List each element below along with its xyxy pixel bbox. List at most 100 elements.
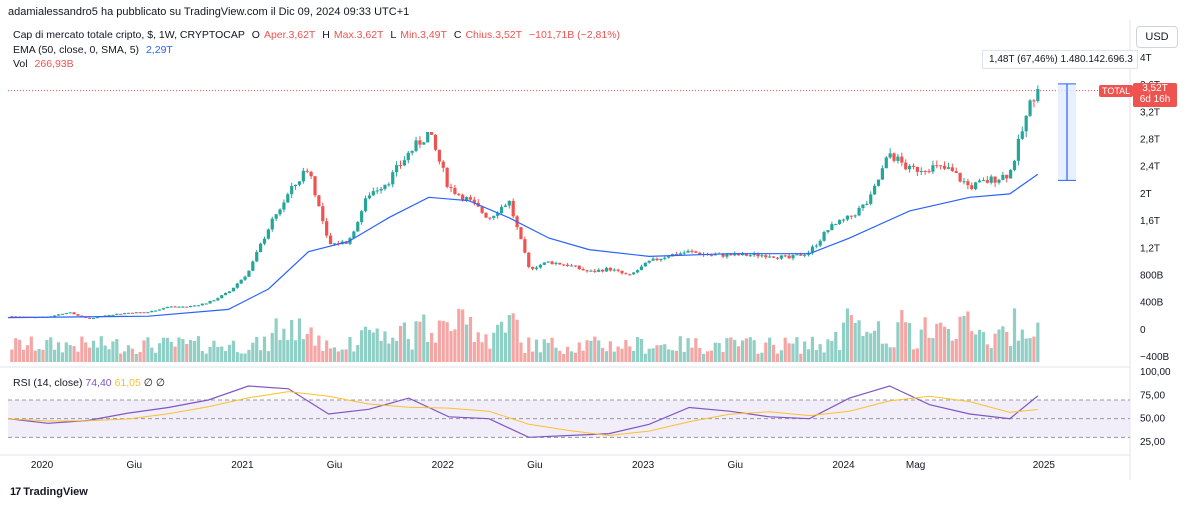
candle-body — [853, 215, 857, 217]
candle-body — [398, 165, 403, 167]
brand[interactable]: 17 TradingView — [10, 486, 88, 498]
candle-body — [472, 199, 476, 203]
rsi-extra-1: ∅ — [143, 377, 153, 389]
candle-body — [14, 316, 18, 318]
volume-bar — [904, 322, 908, 362]
volume-bar — [492, 332, 496, 362]
candle-body — [612, 269, 616, 271]
volume-bar — [1028, 338, 1032, 362]
volume-bar — [604, 351, 609, 362]
candle-body — [985, 180, 989, 183]
candle-body — [795, 254, 799, 256]
candle-body — [822, 232, 826, 241]
candle-body — [989, 176, 993, 183]
volume-bar — [344, 349, 348, 362]
volume-bar — [60, 352, 65, 362]
open-value: Aper.3,62T — [263, 29, 316, 41]
volume-bar — [569, 351, 574, 362]
volume-bar — [970, 331, 974, 362]
volume-bar — [196, 336, 201, 362]
volume-bar — [208, 346, 212, 362]
candle-body — [873, 185, 877, 195]
rsi-extra-2: ∅ — [155, 377, 166, 389]
candle-body — [733, 253, 737, 256]
close-value: Chius.3,52T — [465, 29, 523, 41]
candle-body — [60, 313, 65, 315]
candle-body — [958, 172, 962, 182]
volume-bar — [830, 340, 834, 362]
candle-body — [950, 167, 954, 172]
volume-bar — [527, 337, 531, 362]
currency-button[interactable]: USD — [1136, 26, 1178, 48]
candle-body — [663, 257, 667, 259]
volume-bar — [593, 336, 597, 362]
volume-bar — [192, 341, 197, 362]
candle-body — [659, 258, 663, 261]
candle-body — [1005, 174, 1009, 179]
candle-body — [818, 240, 822, 246]
candle-body — [709, 255, 713, 257]
volume-bar — [643, 353, 647, 362]
candle-body — [278, 209, 282, 215]
volume-bar — [624, 339, 628, 362]
candle-body — [410, 150, 414, 153]
candle-body — [375, 190, 379, 192]
candle-body — [900, 156, 904, 163]
candle-body — [624, 273, 628, 275]
candle-body — [686, 250, 690, 253]
candle-body — [468, 197, 473, 200]
volume-bar — [332, 347, 337, 362]
candle-body — [185, 306, 189, 308]
candle-body — [558, 262, 562, 265]
volume-bar — [49, 337, 53, 362]
ema-legend: EMA (50, close, 0, SMA, 5) 2,29T — [13, 44, 177, 56]
candle-body — [841, 219, 846, 221]
volume-bar — [841, 322, 846, 362]
volume-bar — [45, 340, 49, 362]
volume-bar — [437, 320, 441, 362]
volume-bar — [869, 333, 873, 362]
candle-body — [220, 295, 224, 299]
volume-bar — [181, 339, 185, 362]
volume-bar — [488, 348, 492, 362]
price-tick-label: −400B — [1140, 352, 1170, 363]
candle-body — [122, 313, 127, 315]
volume-bar — [620, 348, 624, 362]
volume-bar — [18, 339, 22, 362]
candle-body — [775, 257, 780, 259]
candle-body — [729, 254, 733, 256]
volume-bar — [235, 352, 239, 362]
candle-body — [266, 229, 270, 239]
candle-body — [865, 203, 869, 205]
volume-bar — [239, 353, 243, 362]
candle-body — [492, 215, 496, 218]
volume-bar — [674, 350, 679, 362]
candle-body — [597, 269, 601, 272]
candle-body — [993, 176, 997, 183]
volume-bar — [853, 322, 857, 362]
volume-bar — [826, 339, 830, 362]
candle-body — [270, 218, 274, 230]
volume-bar — [760, 352, 764, 362]
candle-body — [861, 204, 865, 209]
candle-body — [64, 313, 68, 315]
volume-bar — [309, 327, 313, 362]
candle-body — [461, 194, 465, 201]
volume-bar — [896, 322, 900, 362]
volume-bar — [744, 338, 748, 362]
volume-bar — [406, 338, 410, 362]
volume-bar — [686, 338, 690, 362]
candle-body — [313, 176, 317, 196]
volume-bar — [243, 353, 247, 362]
low-label: L — [390, 29, 397, 41]
volume-bar — [297, 318, 302, 362]
volume-bar — [313, 345, 317, 362]
candle-body — [95, 317, 99, 319]
candle-body — [91, 318, 96, 320]
volume-bar — [600, 347, 605, 362]
volume-bar — [503, 332, 508, 362]
volume-bar — [56, 342, 61, 362]
volume-bar — [927, 337, 931, 362]
price-tick-label: 4T — [1140, 53, 1152, 64]
